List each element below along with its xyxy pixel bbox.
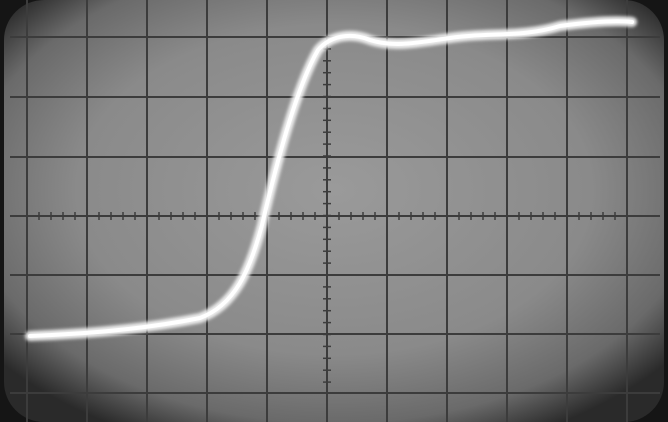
- page: (() => { const ns = 'http://www.w3.org/2…: [0, 0, 668, 422]
- oscilloscope-photo: [0, 0, 668, 422]
- screen: [4, 0, 664, 422]
